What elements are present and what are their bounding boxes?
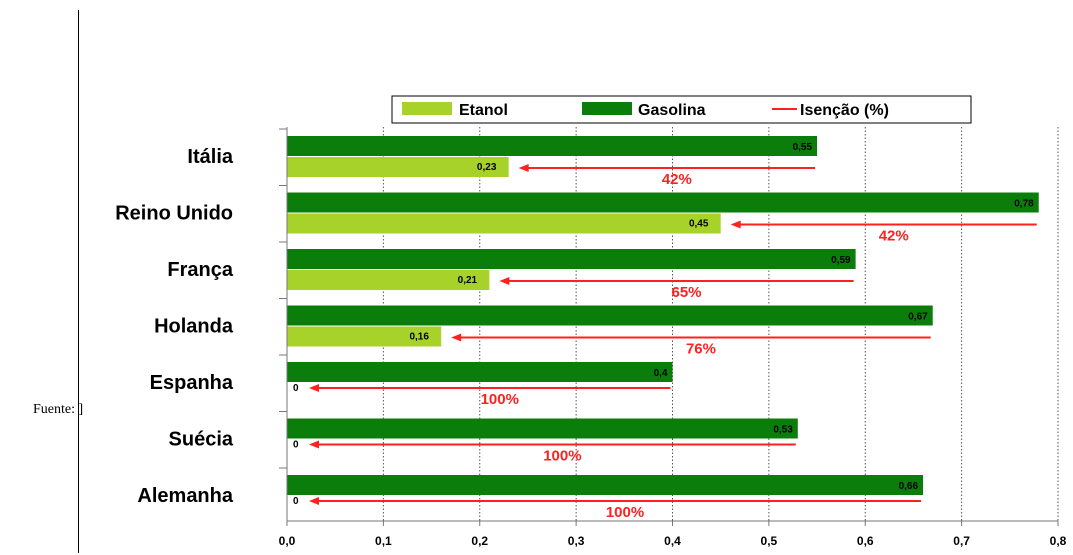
x-tick-label: 0,7: [953, 534, 970, 548]
exemption-label: 42%: [879, 228, 909, 245]
legend: Etanol Gasolina Isenção (%): [391, 95, 972, 124]
bars: 0,55 0,23 42% 0,78 0,45 42% 0,59 0,21 65% 0,67 0,1…: [287, 136, 1039, 521]
category-label: França: [167, 259, 233, 281]
bar-gasolina: [287, 192, 1039, 213]
data-label-gasolina: 0,4: [654, 368, 668, 379]
legend-swatch-gasolina: [582, 102, 632, 115]
bar-etanol: [287, 270, 490, 290]
data-label-etanol: 0: [293, 496, 299, 507]
bar-etanol: [287, 213, 721, 234]
category-label: Reino Unido: [115, 203, 233, 225]
bar-etanol: [287, 326, 442, 347]
x-tick-label: 0,2: [471, 534, 488, 548]
axes: 0,0 0,1 0,2 0,3 0,4 0,5 0,6 0,7 0,8 Itália Reino U…: [115, 127, 1067, 548]
data-label-etanol: 0,16: [409, 332, 429, 343]
bar-etanol: [287, 157, 509, 177]
data-label-gasolina: 0,66: [899, 481, 919, 492]
arrow-head: [451, 333, 462, 342]
arrow-head: [309, 384, 319, 392]
divider-line: [78, 10, 79, 553]
exemption-label: 42%: [662, 171, 692, 188]
legend-label-gasolina: Gasolina: [638, 102, 706, 119]
exemption-label: 100%: [481, 391, 519, 408]
bar-gasolina: [287, 475, 924, 495]
data-label-etanol: 0: [293, 383, 299, 394]
data-label-etanol: 0,45: [689, 219, 709, 230]
data-label-gasolina: 0,59: [831, 255, 851, 266]
arrow-head: [499, 277, 510, 285]
bar-gasolina: [287, 418, 798, 439]
arrow-head: [309, 440, 319, 449]
data-label-etanol: 0,23: [477, 162, 497, 173]
category-label: Holanda: [154, 316, 234, 338]
arrow-head: [730, 220, 741, 229]
legend-label-etanol: Etanol: [459, 102, 508, 119]
exemption-label: 100%: [543, 448, 581, 465]
exemption-label: 100%: [606, 504, 644, 521]
legend-swatch-etanol: [402, 102, 452, 115]
category-label: Itália: [187, 146, 233, 168]
bar-gasolina: [287, 362, 673, 382]
legend-label-isencao: Isenção (%): [800, 102, 889, 119]
x-tick-label: 0,8: [1050, 534, 1067, 548]
data-label-etanol: 0,21: [458, 275, 478, 286]
category-label: Alemanha: [137, 485, 233, 507]
x-tick-label: 0,4: [664, 534, 681, 548]
source-note: Fuente: ]: [33, 402, 84, 417]
x-tick-label: 0,6: [857, 534, 874, 548]
x-tick-label: 0,3: [568, 534, 585, 548]
category-label: Espanha: [150, 372, 234, 394]
bar-gasolina: [287, 136, 818, 156]
data-label-gasolina: 0,55: [793, 142, 813, 153]
x-tick-label: 0,0: [279, 534, 296, 548]
x-tick-label: 0,5: [761, 534, 778, 548]
legend-box: [391, 95, 972, 124]
exemption-label: 76%: [686, 341, 716, 358]
arrow-head: [518, 164, 529, 172]
arrow-head: [309, 497, 319, 505]
data-label-etanol: 0: [293, 440, 299, 451]
bar-gasolina: [287, 305, 933, 326]
data-label-gasolina: 0,67: [908, 312, 928, 323]
data-label-gasolina: 0,78: [1014, 199, 1034, 210]
x-tick-label: 0,1: [375, 534, 392, 548]
bar-gasolina: [287, 249, 856, 269]
exemption-label: 65%: [671, 284, 701, 301]
data-label-gasolina: 0,53: [773, 425, 793, 436]
category-label: Suécia: [169, 429, 234, 451]
